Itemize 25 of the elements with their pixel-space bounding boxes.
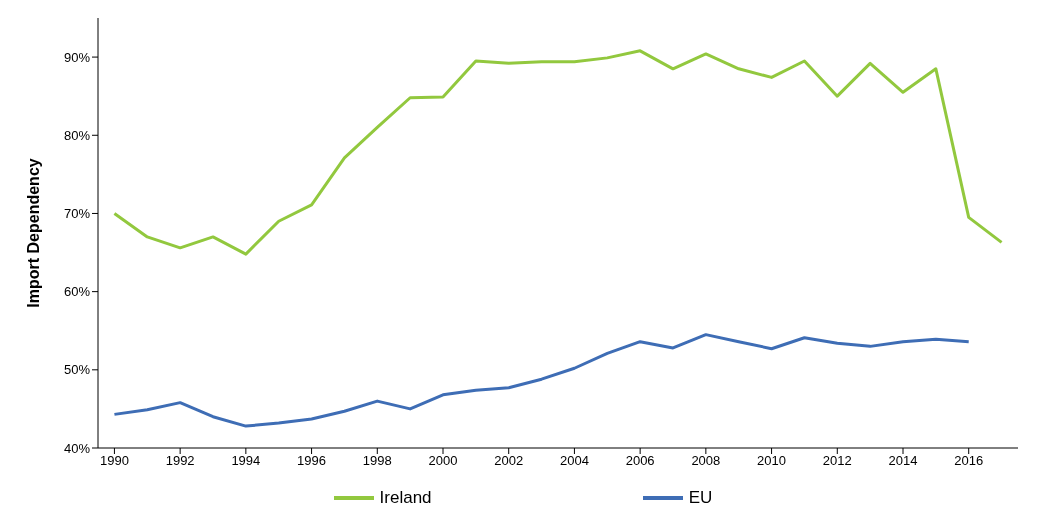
y-tick-label: 60% [63,284,91,300]
y-tick-label: 90% [63,49,91,65]
x-tick-label: 1996 [297,453,327,469]
legend-label: EU [687,488,713,508]
x-tick-label: 1992 [165,453,195,469]
y-tick-label: 70% [63,206,91,222]
x-tick-label: 2004 [559,453,589,469]
y-axis-title: Import Dependency [24,158,42,308]
line-series [112,49,1004,256]
x-tick-label: 1990 [99,453,129,469]
y-tick-label: 40% [63,440,91,456]
x-tick-label: 1998 [362,453,392,469]
x-tick-label: 2006 [625,453,655,469]
y-tick-label: 50% [63,362,91,378]
x-tick-label: 2002 [494,453,524,469]
x-tick-label: 2016 [954,453,984,469]
x-tick-label: 1994 [231,453,261,469]
y-tick-label: 80% [63,127,91,143]
x-tick-label: 2012 [822,453,852,469]
x-tick-label: 2014 [888,453,918,469]
x-tick-label: 2008 [691,453,721,469]
legend-label: Ireland [378,488,432,508]
x-tick-label: 2000 [428,453,458,469]
x-tick-label: 2010 [757,453,787,469]
line-series [112,333,971,428]
